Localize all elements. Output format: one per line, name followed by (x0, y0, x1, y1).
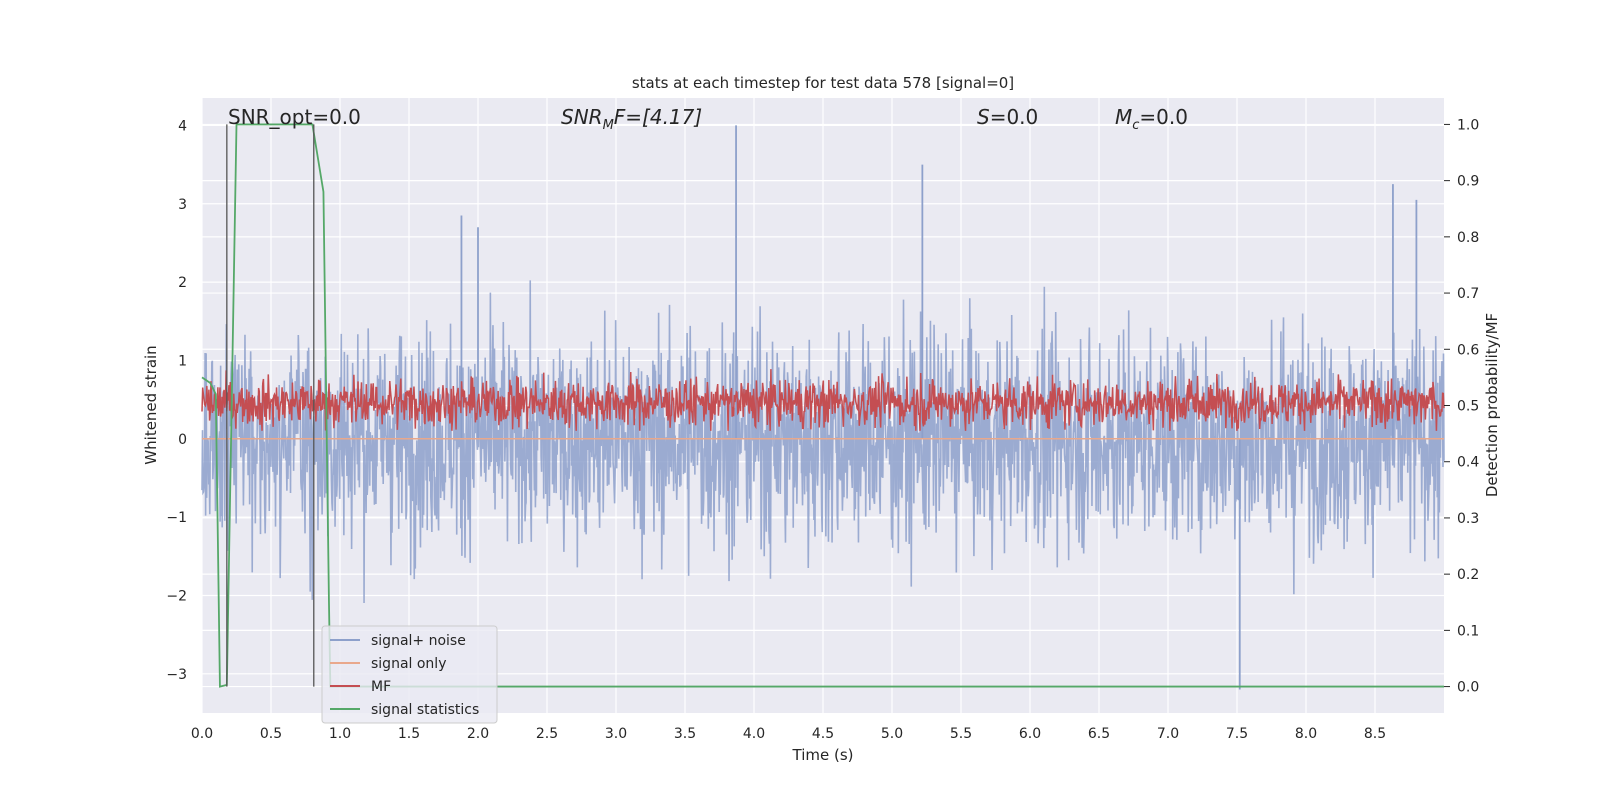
x-tick-label-0: 0.0 (191, 726, 213, 742)
legend: signal+ noise signal only MF signal stat… (321, 625, 498, 724)
x-axis-label: Time (s) (792, 746, 854, 764)
x-tick-label-17: 8.5 (1364, 726, 1386, 742)
chart-title: stats at each timestep for test data 578… (632, 74, 1014, 92)
y-axis-ticks: 4 3 2 1 0 −1 −2 −3 (166, 118, 187, 682)
y2-tick-label-2: 0.8 (1457, 230, 1479, 246)
x-tick-label-2: 1.0 (329, 726, 351, 742)
s-label: S (977, 105, 990, 129)
y-tick-label-1: 3 (178, 197, 187, 213)
y2-axis-ticks: 1.0 0.9 0.8 0.7 0.6 0.5 0.4 0.3 0.2 0.1 0.0 (1444, 117, 1479, 696)
mc-sub: c (1132, 118, 1139, 133)
x-tick-label-7: 3.5 (674, 726, 696, 742)
legend-label-signal-noise: signal+ noise (371, 633, 466, 649)
snr-mf-rest: F=[4.17] (614, 105, 702, 129)
legend-box (321, 625, 498, 724)
x-tick-label-8: 4.0 (743, 726, 765, 742)
x-tick-label-11: 5.5 (950, 726, 972, 742)
y2-tick-label-9: 0.1 (1457, 623, 1479, 639)
x-tick-label-10: 5.0 (881, 726, 903, 742)
x-tick-label-6: 3.0 (605, 726, 627, 742)
mc-value: =0.0 (1139, 105, 1188, 129)
legend-label-signal-only: signal only (371, 656, 446, 672)
mf-line (201, 369, 1445, 431)
s-annotation: S=0.0 (977, 105, 1038, 129)
legend-label-mf: MF (371, 679, 391, 695)
x-tick-label-1: 0.5 (260, 726, 282, 742)
x-tick-label-15: 7.5 (1226, 726, 1248, 742)
y2-tick-label-6: 0.4 (1457, 455, 1479, 471)
y2-tick-label-0: 1.0 (1457, 117, 1479, 133)
y2-tick-label-7: 0.3 (1457, 511, 1479, 527)
y-tick-label-5: −1 (166, 510, 187, 526)
x-tick-label-13: 6.5 (1088, 726, 1110, 742)
y2-tick-label-3: 0.7 (1457, 286, 1479, 302)
y2-axis-label: Detection probability/MF (1483, 313, 1501, 497)
mc-base: M (1115, 105, 1132, 129)
x-tick-label-5: 2.5 (536, 726, 558, 742)
y2-tick-label-4: 0.6 (1457, 342, 1479, 358)
y-tick-label-3: 1 (178, 353, 187, 369)
y-tick-label-6: −2 (166, 588, 187, 604)
vertical-markers (226, 124, 315, 687)
x-tick-label-14: 7.0 (1157, 726, 1179, 742)
x-tick-label-16: 8.0 (1295, 726, 1317, 742)
x-tick-label-3: 1.5 (398, 726, 420, 742)
x-tick-label-4: 2.0 (467, 726, 489, 742)
y2-tick-label-5: 0.5 (1457, 399, 1479, 415)
snr-mf-sub: M (603, 118, 614, 133)
y2-tick-label-10: 0.0 (1457, 680, 1479, 696)
snr-mf-annotation: SNRMF=[4.17] (561, 105, 702, 133)
y-axis-label: Whitened strain (142, 345, 160, 464)
y-tick-label-4: 0 (178, 432, 187, 448)
snr-opt-annotation: SNR_opt=0.0 (228, 105, 361, 129)
s-value: =0.0 (990, 105, 1039, 129)
mf-series (201, 369, 1445, 431)
x-tick-label-9: 4.5 (812, 726, 834, 742)
y2-tick-label-8: 0.2 (1457, 567, 1479, 583)
y-tick-label-7: −3 (166, 667, 187, 683)
snr-mf-base: SNR (561, 105, 603, 129)
x-axis-ticks: 0.0 0.5 1.0 1.5 2.0 2.5 3.0 3.5 4.0 4.5 5.0 5.5 6.0 6… (191, 726, 1386, 742)
y2-tick-label-1: 0.9 (1457, 174, 1479, 190)
legend-label-signal-statistics: signal statistics (371, 702, 479, 718)
mc-annotation: Mc=0.0 (1115, 105, 1188, 133)
x-tick-label-12: 6.0 (1019, 726, 1041, 742)
y-tick-label-0: 4 (178, 118, 187, 134)
y-tick-label-2: 2 (178, 275, 187, 291)
